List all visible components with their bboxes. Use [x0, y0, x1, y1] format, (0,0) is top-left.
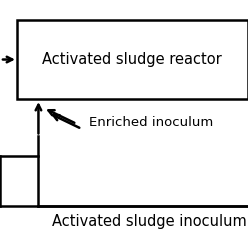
Text: Activated sludge inoculum: Activated sludge inoculum	[52, 215, 247, 229]
Text: Activated sludge reactor: Activated sludge reactor	[42, 52, 221, 67]
Text: Enriched inoculum: Enriched inoculum	[89, 116, 214, 129]
Bar	[17, 20, 248, 99]
